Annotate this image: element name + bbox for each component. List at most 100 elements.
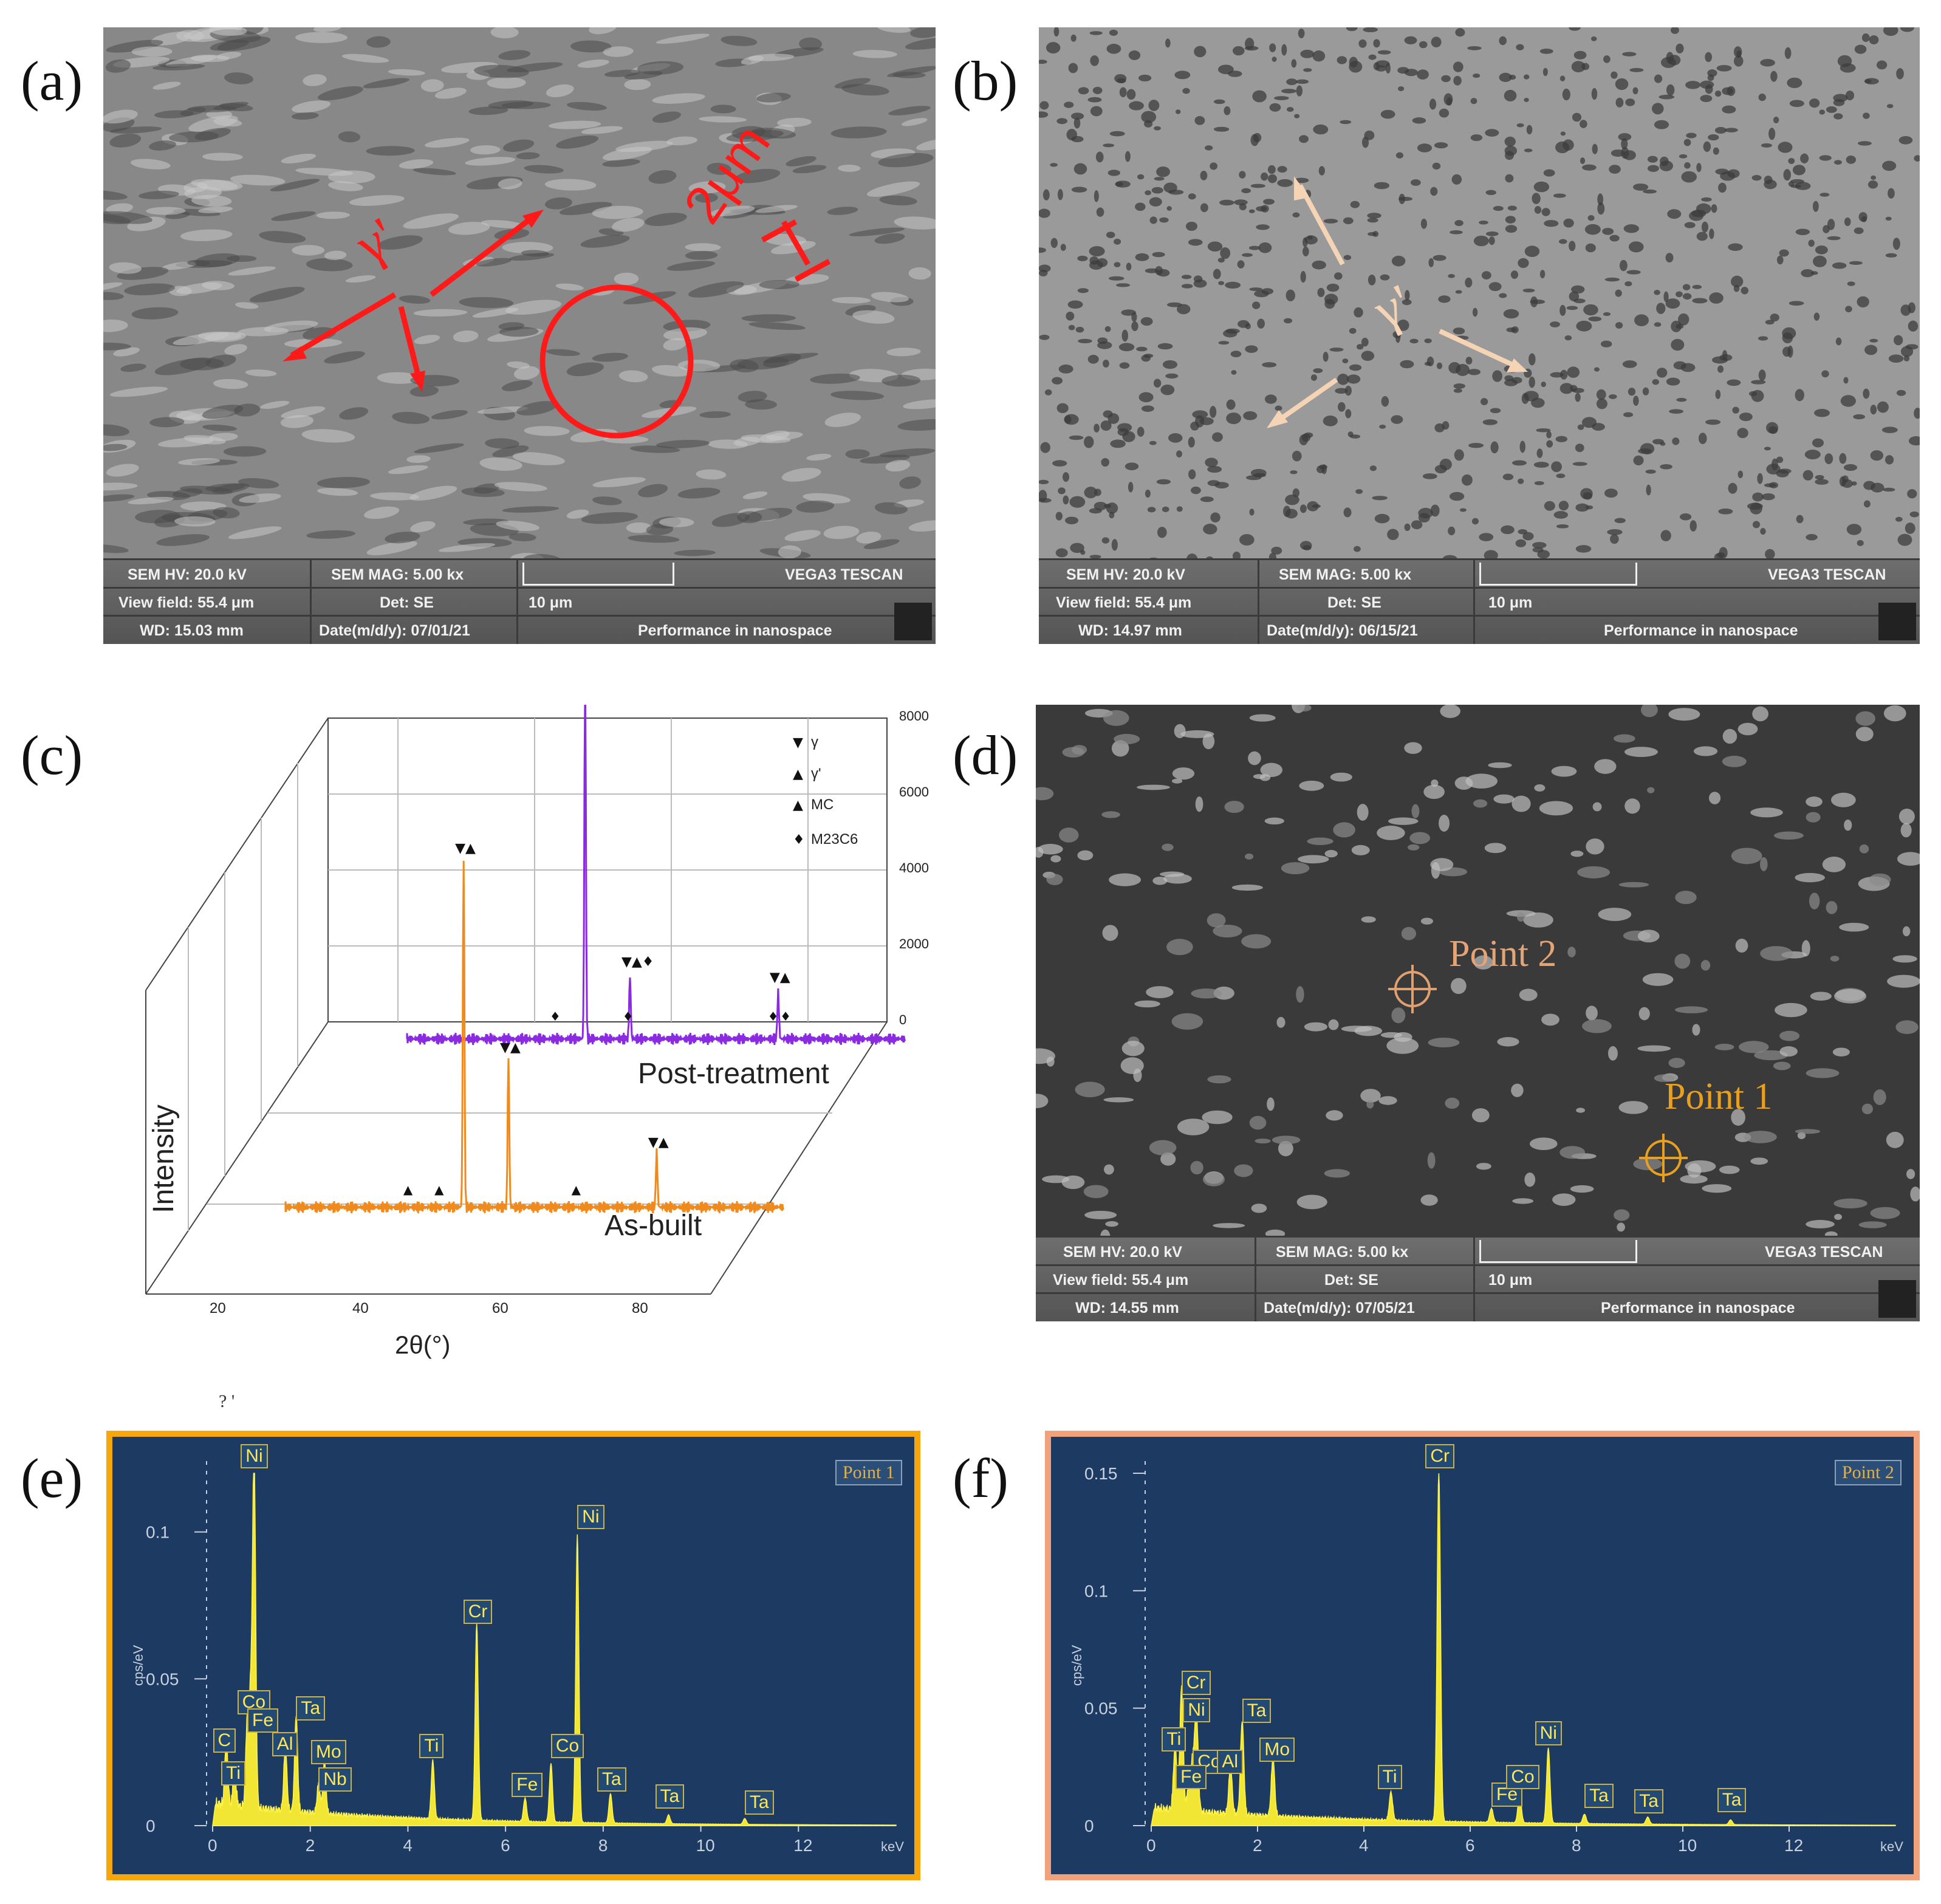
element-badge-ta: Ta [1717, 1788, 1747, 1813]
x-tick-60: 60 [492, 1300, 508, 1317]
element-badge-ti: Ti [1162, 1727, 1186, 1752]
eds-spectrum-e: 0 2 4 6 8 10 12 keV 0 0.05 0.1 cps/eV Point 1 Ni Ni C… [106, 1431, 920, 1880]
scale-bar [1479, 563, 1637, 586]
xrd-minor-marker-0-2: ♦ [768, 1009, 779, 1024]
element-badge-ni: Ni [1183, 1697, 1210, 1722]
element-badge-ta: Ta [1584, 1783, 1614, 1808]
element-badge-mo: Mo [1259, 1738, 1295, 1762]
xrd-peak-marker-0-1: ▼▲♦ [621, 954, 654, 970]
element-badge-fe: Fe [512, 1773, 543, 1798]
eds-x-tick-0: 0 [1146, 1836, 1156, 1855]
xrd-peak-marker-0-2: ▼▲ [770, 970, 790, 985]
eds-x-tick-4: 8 [1572, 1836, 1581, 1855]
x-tick-40: 40 [352, 1300, 369, 1317]
detector-text: Det: SE [1324, 1272, 1378, 1289]
eds-x-unit: keV [1880, 1839, 1903, 1854]
date-text: Date(m/d/y): 06/15/21 [1267, 622, 1418, 639]
element-badge-nb: Nb [318, 1767, 352, 1792]
view-field-text: View field: 55.4 μm [1053, 1272, 1189, 1289]
sem-image-a: γ' 2μm SEM HV: 20.0 kV SEM MAG: 5.00 kx … [103, 27, 936, 644]
xrd-peak-marker-1-2: ▼▲ [648, 1135, 669, 1150]
eds-y-tick-3: 0.15 [1084, 1464, 1118, 1483]
panel-label-d: (d) [953, 724, 1018, 786]
legend-gamma-prime: γ' [811, 765, 821, 782]
view-field-text: View field: 55.4 μm [1056, 594, 1192, 611]
element-badge-ni: Ni [241, 1444, 268, 1468]
eds-y-tick-0: 0 [146, 1817, 156, 1835]
element-badge-c: C [213, 1728, 236, 1753]
sem-info-bar-d: SEM HV: 20.0 kV SEM MAG: 5.00 kx VEGA3 T… [1036, 1236, 1920, 1321]
eds-y-tick-2: 0.1 [1084, 1581, 1108, 1600]
legend-gamma: γ [811, 734, 818, 750]
xrd-minor-marker-0-1: ♦ [623, 1009, 634, 1024]
element-badge-co: Co [1506, 1764, 1539, 1789]
eds-x-tick-3: 6 [501, 1836, 510, 1855]
y-axis-label: Intensity [147, 1104, 180, 1213]
z-tick-2000: 2000 [899, 936, 929, 951]
scale-text: 10 μm [529, 594, 573, 611]
point-label-e: Point 1 [835, 1460, 902, 1485]
hv-text: SEM HV: 20.0 kV [1066, 566, 1185, 583]
eds-plot-e: 0 2 4 6 8 10 12 keV 0 0.05 0.1 cps/eV [131, 1461, 904, 1855]
mag-text: SEM MAG: 5.00 kx [1279, 566, 1412, 583]
eds-y-tick-1: 0.05 [1084, 1699, 1118, 1718]
x-tick-80: 80 [632, 1300, 648, 1317]
series-label-asbuilt: As-built [604, 1210, 702, 1242]
eds-y-tick-1: 0.05 [146, 1669, 179, 1688]
legend-symbol-mc: ▲ [793, 798, 803, 813]
sem-image-d: Point 2 Point 1 SEM HV: 20.0 kV SEM MAG:… [1036, 705, 1920, 1321]
wd-text: WD: 14.97 mm [1078, 622, 1182, 639]
sem-info-bar-b: SEM HV: 20.0 kV SEM MAG: 5.00 kx VEGA3 T… [1039, 558, 1920, 644]
wd-text: WD: 15.03 mm [140, 622, 244, 639]
hv-text: SEM HV: 20.0 kV [1063, 1244, 1182, 1261]
eds-x-tick-0: 0 [208, 1836, 217, 1855]
annotation-layer-a [282, 210, 831, 439]
detector-text: Det: SE [1327, 594, 1381, 611]
xrd-minor-marker-0-3: ♦ [780, 1009, 791, 1024]
xrd-line-1 [284, 860, 785, 1214]
slogan-text: Performance in nanospace [1604, 622, 1798, 639]
view-field-text: View field: 55.4 μm [118, 594, 255, 611]
element-badge-cr: Cr [1181, 1670, 1211, 1695]
panel-label-e: (e) [21, 1447, 83, 1509]
xrd-minor-marker-1-2: ▲ [572, 1182, 581, 1197]
legend-mc: MC [811, 796, 834, 813]
eds-x-tick-6: 12 [1784, 1836, 1803, 1855]
brand-text: VEGA3 TESCAN [785, 566, 903, 583]
detector-text: Det: SE [380, 594, 434, 611]
eds-plot-f: 0 2 4 6 8 10 12 keV 0 0.05 0.1 0.15 cps/eV [1069, 1461, 1903, 1855]
scale-bar [522, 563, 674, 586]
element-badge-ti: Ti [221, 1761, 246, 1786]
element-badge-fe: Fe [247, 1708, 279, 1733]
xrd-peak-marker-1-1: ▼▲ [500, 1040, 521, 1055]
z-tick-8000: 8000 [899, 708, 929, 724]
x-tick-20: 20 [210, 1300, 226, 1317]
z-tick-6000: 6000 [899, 784, 929, 800]
eds-x-tick-1: 2 [1253, 1836, 1262, 1855]
element-badge-ti: Ti [419, 1734, 444, 1759]
scale-bar [1479, 1240, 1637, 1263]
legend-symbol-gamma-prime: ▲ [793, 767, 803, 782]
sem-texture-b [1039, 27, 1920, 560]
sem-texture-d [1036, 705, 1920, 1238]
eds-x-tick-6: 12 [793, 1836, 812, 1855]
hv-text: SEM HV: 20.0 kV [128, 566, 247, 583]
eds-y-tick-0: 0 [1084, 1817, 1094, 1835]
annotation-layer-b [1267, 176, 1528, 428]
legend-m23c6: M23C6 [811, 831, 858, 848]
wd-text: WD: 14.55 mm [1075, 1300, 1179, 1317]
eds-x-tick-5: 10 [696, 1836, 715, 1855]
slogan-text: Performance in nanospace [1601, 1300, 1795, 1317]
element-badge-al: Al [1217, 1749, 1244, 1774]
xrd-chart: ▼▲♦▼▲♦▼▲♦♦♦♦▼▲▼▲▼▲▲▲▲ [145, 705, 906, 1295]
panel-label-f: (f) [953, 1447, 1008, 1509]
brand-text: VEGA3 TESCAN [1768, 566, 1886, 583]
stray-caption: ? ' [219, 1391, 235, 1411]
eds-y-label: cps/eV [1069, 1645, 1084, 1686]
scale-text: 10 μm [1488, 594, 1533, 611]
series-label-post: Post-treatment [638, 1058, 829, 1090]
element-badge-ta: Ta [655, 1784, 685, 1809]
element-badge-mo: Mo [311, 1740, 346, 1764]
panel-label-c: (c) [21, 724, 83, 786]
point-2-label: Point 2 [1449, 933, 1557, 974]
